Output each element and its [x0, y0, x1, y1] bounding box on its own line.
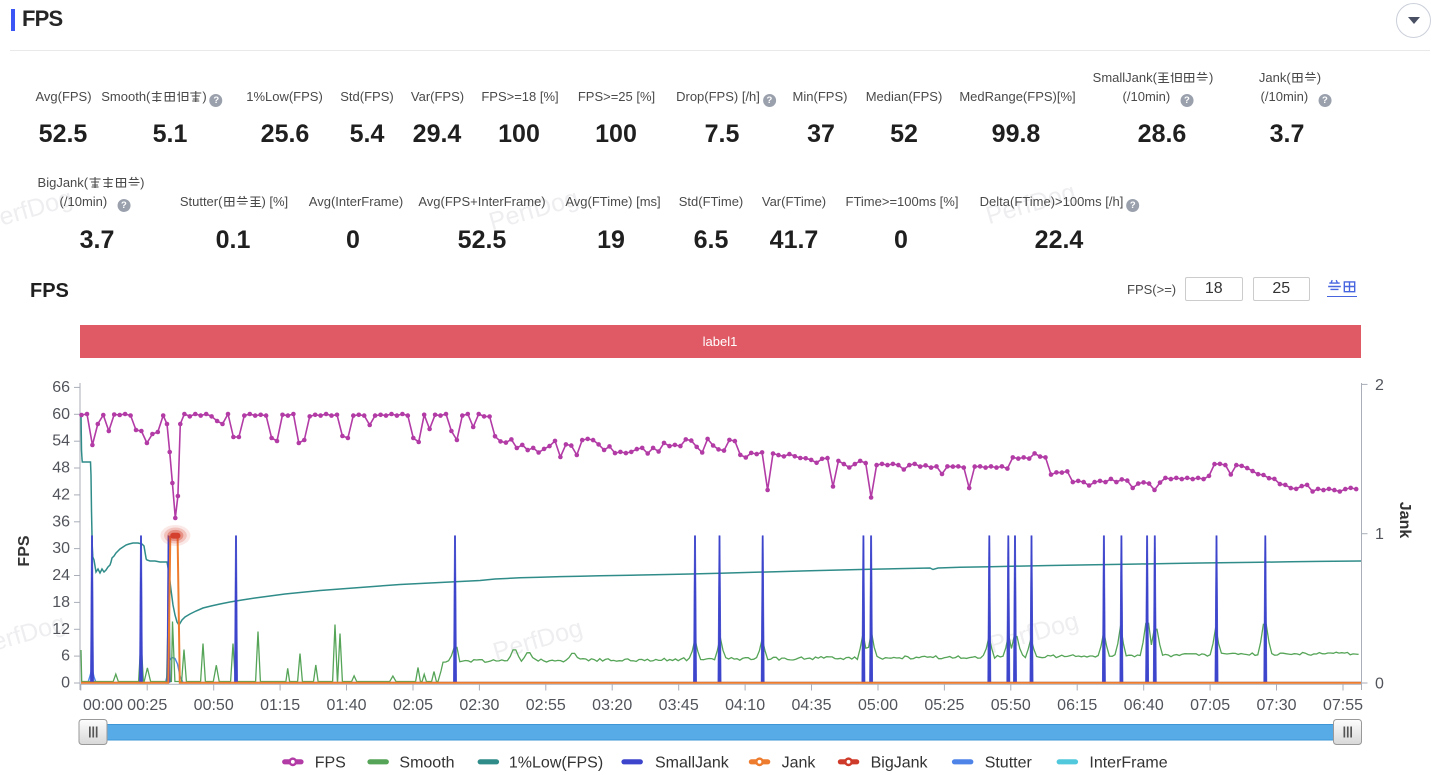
svg-text:1: 1 [1375, 526, 1384, 543]
svg-text:0: 0 [1375, 676, 1384, 693]
svg-text:02:55: 02:55 [526, 697, 566, 714]
svg-text:04:35: 04:35 [791, 697, 831, 714]
svg-text:18: 18 [52, 594, 70, 611]
svg-text:66: 66 [52, 379, 70, 396]
svg-text:Jank: Jank [782, 755, 817, 772]
svg-text:FPS: FPS [16, 535, 33, 566]
svg-text:Jank: Jank [1396, 502, 1413, 539]
svg-text:42: 42 [52, 486, 70, 503]
svg-text:01:40: 01:40 [326, 697, 366, 714]
svg-text:02:30: 02:30 [459, 697, 499, 714]
svg-text:54: 54 [52, 433, 70, 450]
svg-text:02:05: 02:05 [393, 697, 433, 714]
svg-text:InterFrame: InterFrame [1089, 755, 1167, 772]
svg-text:06:15: 06:15 [1057, 697, 1097, 714]
svg-text:48: 48 [52, 460, 70, 477]
svg-text:05:50: 05:50 [991, 697, 1031, 714]
svg-text:SmallJank: SmallJank [655, 755, 730, 772]
svg-text:01:15: 01:15 [260, 697, 300, 714]
svg-text:1%Low(FPS): 1%Low(FPS) [509, 755, 603, 772]
svg-text:30: 30 [52, 540, 70, 557]
svg-text:24: 24 [52, 567, 70, 584]
svg-text:03:45: 03:45 [659, 697, 699, 714]
svg-text:05:00: 05:00 [858, 697, 898, 714]
svg-text:07:55: 07:55 [1323, 697, 1363, 714]
svg-text:04:10: 04:10 [725, 697, 765, 714]
svg-text:00:50: 00:50 [194, 697, 234, 714]
svg-text:Stutter: Stutter [985, 755, 1033, 772]
svg-text:07:05: 07:05 [1190, 697, 1230, 714]
svg-text:07:30: 07:30 [1256, 697, 1296, 714]
svg-text:Smooth: Smooth [399, 755, 454, 772]
svg-text:05:25: 05:25 [924, 697, 964, 714]
svg-text:06:40: 06:40 [1124, 697, 1164, 714]
svg-text:60: 60 [52, 406, 70, 423]
svg-text:6: 6 [61, 648, 70, 665]
svg-text:00:25: 00:25 [127, 697, 167, 714]
svg-text:03:20: 03:20 [592, 697, 632, 714]
svg-text:2: 2 [1375, 377, 1384, 394]
svg-text:00:00: 00:00 [83, 697, 123, 714]
svg-text:0: 0 [61, 675, 70, 692]
svg-text:12: 12 [52, 621, 70, 638]
svg-text:FPS: FPS [315, 755, 346, 772]
svg-text:36: 36 [52, 513, 70, 530]
svg-text:BigJank: BigJank [871, 755, 929, 772]
